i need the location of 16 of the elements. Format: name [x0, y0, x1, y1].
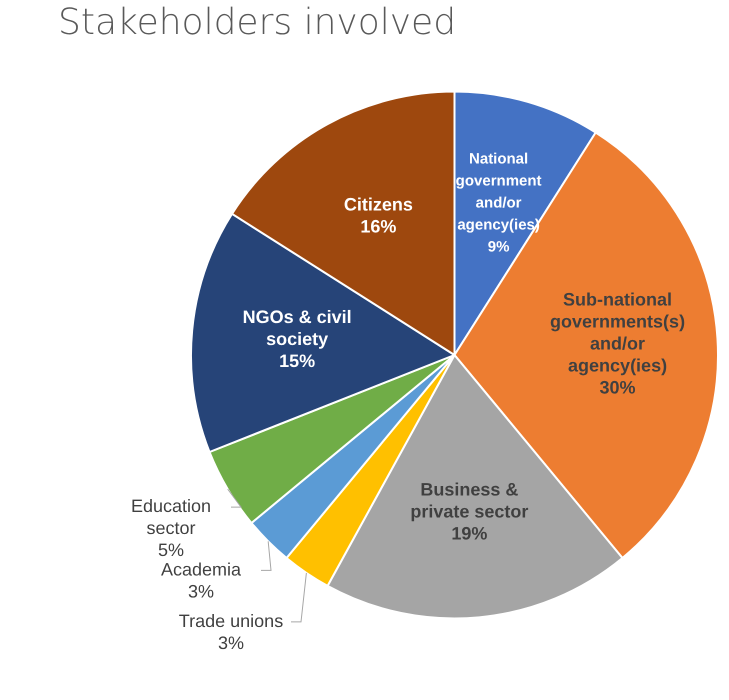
data-label: 16% [360, 216, 396, 236]
data-label: 15% [279, 351, 316, 372]
data-label: 19% [451, 523, 488, 544]
data-label: 30% [600, 378, 636, 398]
slice-label: Academia [160, 559, 242, 580]
slice-label: Trade unions [178, 610, 284, 631]
slice-label: Citizens [344, 194, 413, 214]
data-label: 9% [488, 238, 510, 256]
data-label: 3% [188, 581, 214, 602]
data-label: 5% [158, 540, 184, 560]
slice-label: Sub-national governments(s) and/or agency(ies) [550, 290, 686, 376]
slice-label: Education sector [130, 496, 212, 538]
chart-title: Stakeholders involved [58, 2, 456, 43]
slice-label: NGOs & civil society [242, 307, 352, 350]
data-label: 3% [218, 632, 244, 653]
slice-label: Business & private sector [410, 479, 528, 522]
